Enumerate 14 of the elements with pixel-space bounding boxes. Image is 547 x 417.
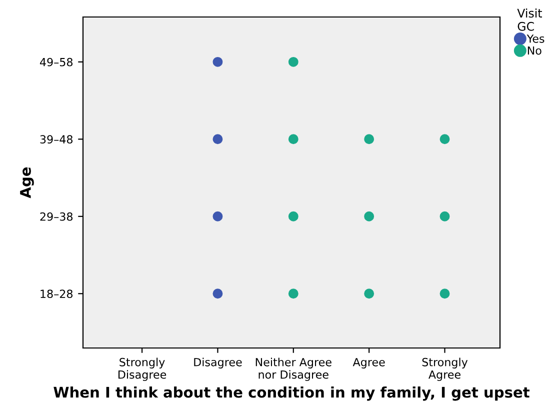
x-tick-label: Strongly Agree — [422, 358, 468, 381]
category-label: 39–48 — [40, 135, 73, 144]
y-axis-title: Age — [20, 167, 34, 198]
x-tick-label: Neither Agree nor Disagree — [256, 358, 332, 381]
x-axis-title: When I think about the condition in my family, I get upset — [54, 386, 530, 401]
category-label: 29–38 — [40, 212, 73, 221]
category-label: 49–58 — [40, 58, 73, 66]
legend-label: No — [528, 46, 542, 55]
legend-label: Yes — [526, 34, 544, 43]
category-label: 18–28 — [40, 290, 73, 298]
x-tick-label: Agree — [352, 358, 385, 368]
x-tick-label: Strongly Disagree — [118, 358, 166, 381]
legend-title: Visit GC — [517, 8, 542, 31]
x-tick-label: Disagree — [194, 358, 242, 368]
